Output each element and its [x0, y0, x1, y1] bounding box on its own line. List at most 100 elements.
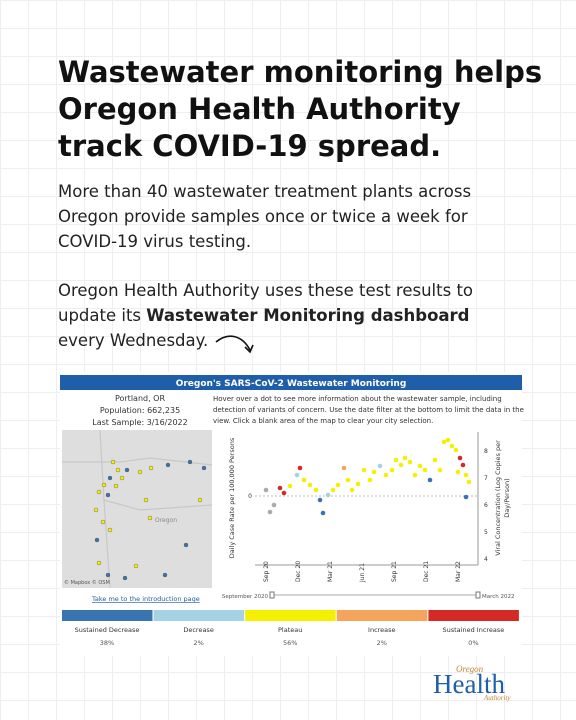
map-dot: [93, 507, 99, 513]
y2-tick-label: 7: [484, 475, 488, 482]
scatter-dot: [297, 465, 303, 471]
instructions: view. Click a blank area of the map to c…: [213, 417, 433, 425]
map-dot: [162, 572, 168, 578]
legend-swatch: [153, 610, 245, 621]
x-tick-label: Mar 21: [327, 561, 334, 582]
legend-swatch: [62, 610, 153, 621]
legend-swatch: [245, 610, 336, 621]
scatter-dot: [320, 510, 326, 516]
map-dot: [119, 475, 125, 481]
map-dot: [96, 489, 102, 495]
legend-percent: 2%: [377, 639, 387, 647]
scatter-dot: [457, 455, 463, 461]
instructions: detection of variants of concern. Use th…: [213, 406, 524, 414]
scatter-dot: [325, 492, 331, 498]
map-dot: [101, 482, 107, 488]
scatter-dot: [355, 481, 361, 487]
scatter-dot: [389, 467, 395, 473]
x-tick-label: Dec 20: [295, 561, 302, 582]
x-tick-label: Jun 21: [359, 563, 366, 583]
paragraph-line: every Wednesday.: [58, 331, 208, 350]
paragraph-line: COVID-19 virus testing.: [58, 232, 251, 251]
scatter-dot: [377, 463, 383, 469]
title-line: Oregon Health Authority: [58, 92, 461, 126]
scatter-dot: [383, 472, 389, 478]
map-dot: [124, 467, 130, 473]
paragraph-line: Oregon Health Authority uses these test …: [58, 281, 473, 300]
scatter-dot: [466, 479, 472, 485]
scatter-dot: [330, 487, 336, 493]
scatter-dot: [267, 509, 273, 515]
scatter-dot: [263, 487, 269, 493]
legend-label: Decrease: [183, 626, 213, 634]
logo-top: Oregon: [456, 664, 484, 674]
map-dot: [165, 462, 171, 468]
x-tick-label: Sep 20: [263, 561, 270, 582]
map-dot: [148, 465, 154, 471]
scatter-dot: [463, 472, 469, 478]
scatter-dot: [422, 467, 428, 473]
last-sample: Last Sample: 3/16/2022: [92, 418, 187, 427]
y2-tick-label: 4: [484, 556, 488, 563]
text: update its: [58, 306, 146, 325]
scatter-dot: [449, 443, 455, 449]
scatter-dot: [361, 467, 367, 473]
legend-label: Plateau: [278, 626, 302, 634]
legend-label: Increase: [368, 626, 396, 634]
map-dot: [197, 497, 203, 503]
scatter-dot: [313, 487, 319, 493]
scatter-dot: [417, 463, 423, 469]
scatter-dot: [307, 482, 313, 488]
x-tick-label: Mar 22: [455, 561, 462, 582]
map-dot: [94, 537, 100, 543]
map-dot: [105, 572, 111, 578]
paragraph-line: update its Wastewater Monitoring dashboa…: [58, 306, 469, 325]
scatter-dot: [335, 482, 341, 488]
map-dot: [100, 519, 106, 525]
map-dot: [122, 575, 128, 581]
y2-axis-label: Day/Person): [503, 478, 511, 517]
map-dot: [133, 563, 139, 569]
scatter-dot: [367, 477, 373, 483]
dashboard-title: Oregon's SARS-CoV-2 Wastewater Monitorin…: [176, 379, 407, 389]
scatter-dot: [294, 472, 300, 478]
logo-bottom: Authority: [483, 694, 511, 702]
scatter-dot: [345, 477, 351, 483]
bold-text: Wastewater Monitoring dashboard: [146, 306, 469, 325]
scatter-dot: [349, 487, 355, 493]
scatter-dot: [301, 477, 307, 483]
map-dot: [201, 465, 207, 471]
scatter-dot: [402, 455, 408, 461]
map-credit: © Mapbox © OSM: [64, 579, 110, 586]
map-dot: [115, 467, 121, 473]
scatter-dot: [463, 494, 469, 500]
scatter-dot: [427, 477, 433, 483]
title-line: track COVID-19 spread.: [58, 129, 441, 163]
scatter-dot: [398, 462, 404, 468]
arrow-head: [244, 344, 254, 354]
y2-tick-label: 8: [484, 448, 488, 455]
x-tick-label: Dec 21: [423, 561, 430, 582]
logo-main: Health: [433, 669, 505, 699]
y2-ticks: 8 7 6 5 4: [484, 448, 488, 563]
scatter-dot: [317, 497, 323, 503]
x-ticks: Sep 20 Dec 20 Mar 21 Jun 21 Sep 21 Dec 21 Mar …: [263, 561, 462, 583]
map-dots: [93, 459, 207, 581]
logo: Oregon Health Authority: [433, 664, 511, 702]
y-tick-label: 0: [248, 493, 252, 500]
scatter-dot: [455, 469, 461, 475]
slider-handle[interactable]: [269, 591, 275, 599]
intro-link[interactable]: Take me to the introduction page: [91, 595, 200, 603]
population: Population: 662,235: [100, 406, 180, 415]
x-tick-label: Sep 21: [391, 561, 398, 582]
scatter-dot: [287, 483, 293, 489]
scatter-dot: [371, 469, 377, 475]
slider-handle[interactable]: [475, 591, 481, 599]
map-dot: [96, 560, 102, 566]
legend-label: Sustained Decrease: [75, 626, 140, 634]
legend-percent: 0%: [468, 639, 478, 647]
legend-percent: 2%: [193, 639, 203, 647]
map-dot: [105, 492, 111, 498]
slider-end: March 2022: [482, 594, 515, 600]
